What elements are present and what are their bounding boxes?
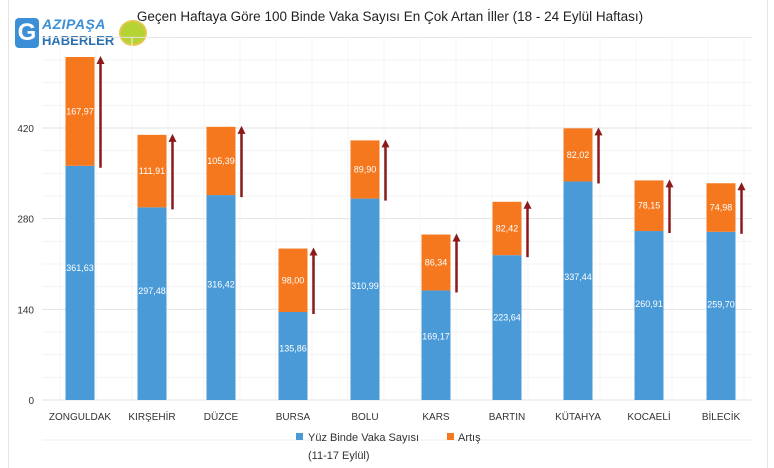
increase-value-label: 86,34 — [425, 257, 448, 267]
arrow-head-icon — [594, 127, 603, 136]
bar-base — [137, 207, 167, 400]
bar-increase — [278, 248, 308, 313]
bar-base — [634, 231, 664, 400]
bar-increase — [206, 126, 236, 196]
base-value-label: 259,70 — [707, 299, 735, 309]
bar-increase — [350, 140, 380, 199]
bar-base — [278, 312, 308, 400]
arrow-head-icon — [168, 133, 177, 142]
arrow-head-icon — [96, 56, 105, 65]
increase-value-label: 89,90 — [354, 164, 377, 174]
arrow-head-icon — [665, 179, 674, 188]
bar-base — [563, 181, 593, 400]
arrow-head-icon — [523, 200, 532, 209]
arrow-head-icon — [381, 139, 390, 148]
logo-line1: AZIPAŞA — [42, 16, 106, 32]
base-value-label: 260,91 — [635, 299, 663, 309]
base-value-label: 223,64 — [493, 312, 521, 322]
y-tick-label: 0 — [28, 396, 34, 407]
x-tick-label: KOCAELİ — [627, 410, 670, 423]
logo-letter: G — [15, 18, 39, 48]
legend-label-increase: Artış — [458, 432, 481, 444]
increase-value-label: 167,97 — [66, 106, 94, 116]
bar-base — [706, 231, 736, 400]
increase-value-label: 111,91 — [139, 166, 165, 176]
increase-value-label: 78,15 — [638, 201, 661, 211]
increase-value-label: 105,39 — [207, 156, 235, 166]
legend-label-base: Yüz Binde Vaka Sayısı — [308, 432, 419, 444]
x-tick-label: KÜTAHYA — [555, 411, 601, 423]
x-tick-label: ZONGULDAK — [49, 412, 112, 423]
bar-increase — [563, 128, 593, 182]
x-tick-label: BOLU — [351, 412, 378, 423]
arrow-head-icon — [452, 233, 461, 242]
y-tick-label: 280 — [17, 215, 34, 226]
x-tick-label: BURSA — [276, 412, 311, 423]
base-value-label: 310,99 — [351, 281, 379, 291]
bar-base — [206, 195, 236, 400]
x-tick-label: DÜZCE — [204, 411, 239, 423]
bar-base — [492, 255, 522, 400]
y-tick-label: 140 — [17, 305, 34, 316]
bar-increase — [421, 234, 451, 291]
chart-frame — [8, 0, 768, 468]
base-value-label: 316,42 — [207, 279, 235, 289]
x-tick-label: KIRŞEHİR — [128, 410, 175, 423]
bar-increase — [492, 201, 522, 256]
bar-base — [350, 198, 380, 400]
base-value-label: 361,63 — [66, 263, 94, 273]
legend-swatch-increase — [447, 433, 454, 440]
increase-value-label: 82,42 — [496, 223, 519, 233]
increase-value-label: 98,00 — [282, 275, 305, 285]
bar-increase — [65, 57, 95, 166]
base-value-label: 297,48 — [138, 286, 166, 296]
increase-value-label: 74,98 — [710, 203, 733, 213]
legend-label-base-period: (11-17 Eylül) — [308, 450, 370, 462]
x-tick-label: BİLECİK — [702, 410, 741, 423]
y-tick-label: 420 — [17, 124, 34, 135]
arrow-head-icon — [237, 125, 246, 134]
chart-title: Geçen Haftaya Göre 100 Binde Vaka Sayısı… — [137, 9, 643, 24]
base-value-label: 337,44 — [564, 272, 592, 282]
bar-increase — [634, 180, 664, 232]
x-tick-label: KARS — [422, 412, 450, 423]
bar-base — [421, 290, 451, 400]
turtle-logo-icon — [119, 20, 147, 46]
bar-increase — [706, 183, 736, 232]
base-value-label: 135,86 — [279, 344, 307, 354]
bar-base — [65, 165, 95, 400]
legend-swatch-base — [296, 433, 303, 440]
arrow-head-icon — [737, 182, 746, 191]
arrow-head-icon — [309, 247, 318, 256]
increase-value-label: 82,02 — [567, 150, 590, 160]
x-tick-label: BARTIN — [489, 412, 526, 423]
base-value-label: 169,17 — [422, 332, 450, 342]
bar-increase — [137, 134, 167, 208]
